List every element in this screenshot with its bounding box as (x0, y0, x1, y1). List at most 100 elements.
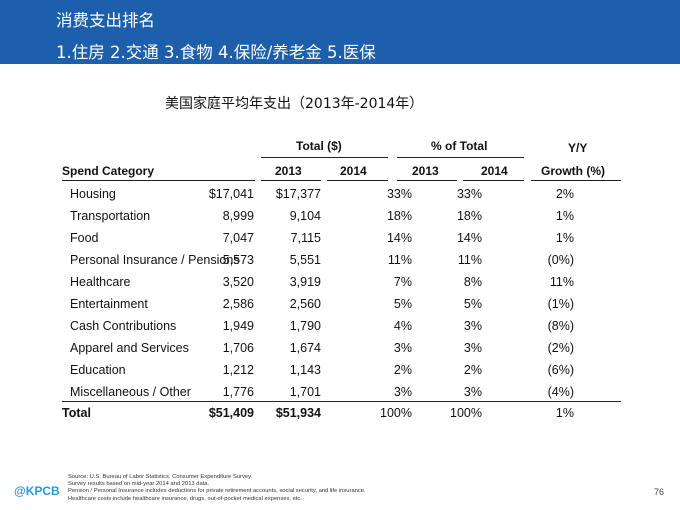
rule-growth (531, 180, 621, 181)
col-total-2013: 2013 (275, 164, 302, 178)
total-2014-cell: $17,377 (275, 187, 321, 201)
rule-total-2014 (327, 180, 388, 181)
total-2013-cell: 3,520 (222, 275, 254, 289)
pct-2014-cell: 3% (463, 385, 482, 399)
pct-2013-cell: 2% (393, 363, 412, 377)
pct-2014-cell: 11% (457, 253, 482, 267)
growth-cell: (4%) (547, 385, 574, 399)
total-row: Total $51,409 $51,934 100% 100% 1% (62, 406, 622, 428)
table-caption: 美国家庭平均年支出（2013年-2014年） (165, 96, 424, 112)
growth-cell: 1% (555, 231, 574, 245)
pct-2013-cell: 18% (386, 209, 412, 223)
growth-cell: (6%) (547, 363, 574, 377)
slide-title: 消费支出排名 (56, 11, 155, 30)
total-2013-cell: 1,949 (222, 319, 254, 333)
category-cell: Cash Contributions (70, 319, 177, 333)
total-2013-cell: 2,586 (222, 297, 254, 311)
rule-category (62, 180, 255, 181)
table-row: Miscellaneous / Other 1,776 1,701 3% 3% … (62, 385, 622, 407)
growth-cell: (8%) (547, 319, 574, 333)
total-2014-cell: 7,115 (290, 231, 321, 245)
table-row: Cash Contributions 1,949 1,790 4% 3% (8%… (62, 319, 622, 341)
table-row: Education 1,212 1,143 2% 2% (6%) (62, 363, 622, 385)
total-2013-cell: 8,999 (222, 209, 254, 223)
total-2013-cell: 7,047 (222, 231, 254, 245)
pct-2013-cell: 14% (386, 231, 412, 245)
growth-cell: (0%) (547, 253, 574, 267)
category-cell: Entertainment (70, 297, 148, 311)
col-pct-2013: 2013 (412, 164, 439, 178)
page-number: 76 (653, 487, 664, 497)
rule-total-group (261, 157, 388, 158)
table-row: Housing $17,041 $17,377 33% 33% 2% (62, 187, 622, 209)
category-cell: Education (70, 363, 126, 377)
pct-2014-cell: 18% (456, 209, 482, 223)
category-cell: Personal Insurance / Pensions (70, 253, 240, 267)
pct-2013-cell: 3% (393, 385, 412, 399)
total-2014-cell: 2,560 (289, 297, 321, 311)
footnote-survey: Survey results based on mid-year 2014 an… (68, 481, 210, 488)
slide-subtitle: 1.住房 2.交通 3.食物 4.保险/养老金 5.医保 (56, 43, 376, 62)
growth-cell: 1% (555, 406, 574, 420)
total-2014-cell: $51,934 (275, 406, 321, 420)
pct-2014-cell: 14% (456, 231, 482, 245)
growth-cell: 2% (555, 187, 574, 201)
col-total-2014: 2014 (340, 164, 367, 178)
table-row: Personal Insurance / Pensions 5,573 5,55… (62, 253, 622, 275)
footnote-healthcare: Healthcare costs include healthcare insu… (68, 495, 302, 502)
kpcb-logo: @KPCB (14, 484, 60, 498)
growth-cell: 11% (549, 275, 574, 289)
pct-2014-cell: 3% (463, 319, 482, 333)
pct-2014-cell: 2% (463, 363, 482, 377)
table-row: Transportation 8,999 9,104 18% 18% 1% (62, 209, 622, 231)
total-2014-cell: 1,674 (289, 341, 321, 355)
pct-2013-cell: 7% (393, 275, 412, 289)
pct-2014-cell: 100% (450, 406, 482, 420)
table-row: Apparel and Services 1,706 1,674 3% 3% (… (62, 341, 622, 363)
header-pct-of-total: % of Total (431, 139, 488, 153)
total-2014-cell: 3,919 (289, 275, 321, 289)
footnote-source: Source: U.S. Bureau of Labor Statistics,… (68, 474, 253, 480)
pct-2013-cell: 3% (393, 341, 412, 355)
footnotes: Source: U.S. Bureau of Labor Statistics,… (68, 474, 588, 503)
total-2013-cell: $17,041 (208, 187, 254, 201)
total-2013-cell: 1,212 (222, 363, 254, 377)
growth-cell: (1%) (547, 297, 574, 311)
header-yy: Y/Y (568, 141, 588, 155)
pct-2014-cell: 33% (456, 187, 482, 201)
pct-2013-cell: 4% (393, 319, 412, 333)
pct-2013-cell: 11% (387, 253, 412, 267)
table-row: Healthcare 3,520 3,919 7% 8% 11% (62, 275, 622, 297)
pct-2013-cell: 33% (386, 187, 412, 201)
total-2013-cell: 1,706 (222, 341, 254, 355)
col-growth: Growth (%) (541, 164, 605, 178)
category-cell: Miscellaneous / Other (70, 385, 191, 399)
category-cell: Healthcare (70, 275, 131, 289)
total-2014-cell: 9,104 (289, 209, 321, 223)
rule-pct-group (397, 157, 524, 158)
total-2014-cell: 1,143 (289, 363, 321, 377)
table-row: Food 7,047 7,115 14% 14% 1% (62, 231, 622, 253)
total-2013-cell: 5,573 (222, 253, 254, 267)
rule-before-total (62, 401, 621, 402)
rule-pct-2014 (463, 180, 524, 181)
col-pct-2014: 2014 (481, 164, 508, 178)
total-2013-cell: 1,776 (222, 385, 254, 399)
table-row: Entertainment 2,586 2,560 5% 5% (1%) (62, 297, 622, 319)
pct-2014-cell: 8% (463, 275, 482, 289)
pct-2013-cell: 100% (380, 406, 412, 420)
rule-pct-2013 (397, 180, 457, 181)
total-label-cell: Total (62, 406, 91, 420)
category-cell: Food (70, 231, 99, 245)
pct-2013-cell: 5% (393, 297, 412, 311)
pct-2014-cell: 5% (463, 297, 482, 311)
pct-2014-cell: 3% (463, 341, 482, 355)
total-2014-cell: 1,701 (289, 385, 321, 399)
growth-cell: (2%) (547, 341, 574, 355)
total-2014-cell: 1,790 (289, 319, 321, 333)
title-banner: 消费支出排名 1.住房 2.交通 3.食物 4.保险/养老金 5.医保 (0, 0, 680, 64)
rule-total-2013 (261, 180, 321, 181)
header-total: Total ($) (296, 139, 342, 153)
category-cell: Housing (70, 187, 116, 201)
category-cell: Apparel and Services (70, 341, 189, 355)
